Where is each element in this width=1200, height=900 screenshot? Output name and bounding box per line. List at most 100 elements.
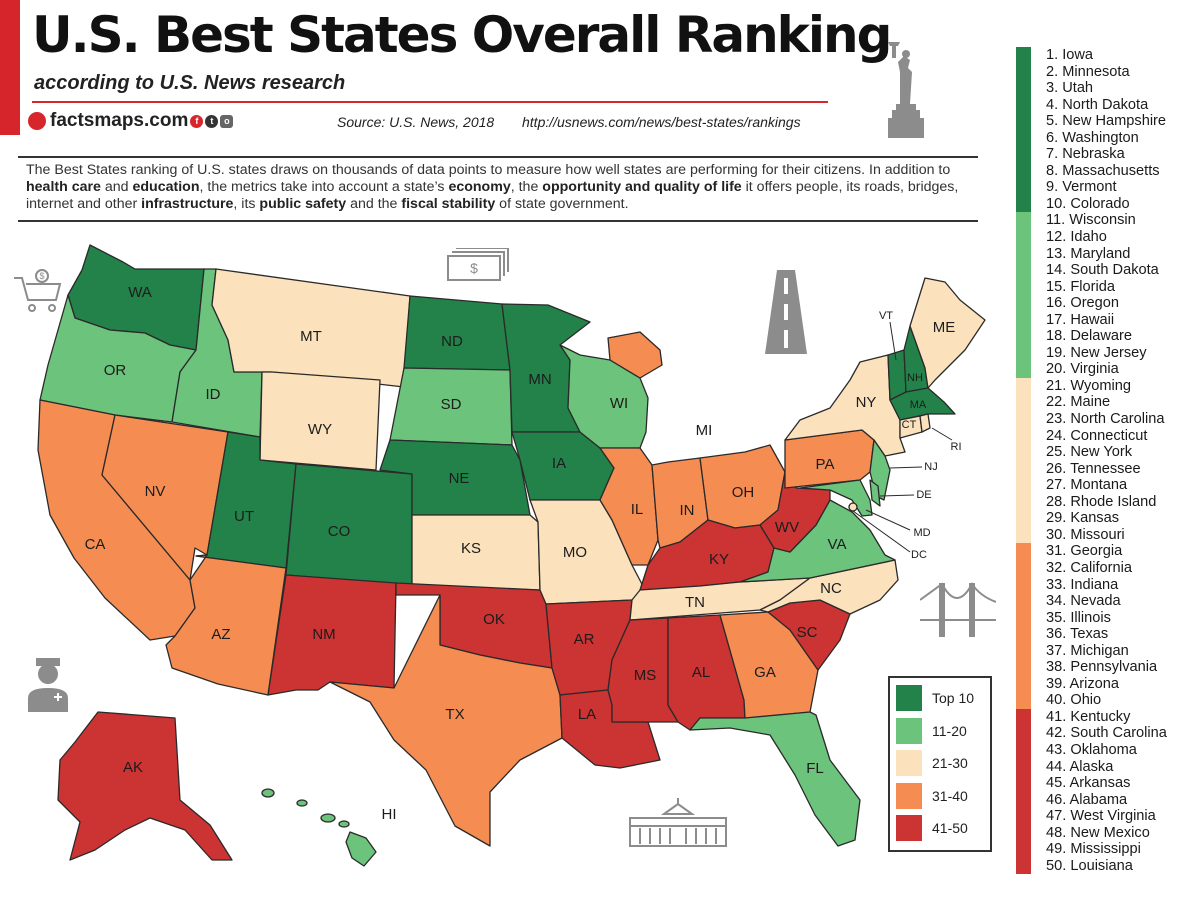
twitter-icon[interactable]: t xyxy=(205,114,219,128)
label-wi: WI xyxy=(610,395,628,412)
ranking-item: 22. Maine xyxy=(1016,394,1200,412)
intro-paragraph: The Best States ranking of U.S. states d… xyxy=(26,162,959,212)
state-md[interactable] xyxy=(799,479,873,517)
ranking-label: 6. Washington xyxy=(1046,129,1139,146)
ranking-label: 30. Missouri xyxy=(1046,526,1125,543)
ranking-label: 49. Mississippi xyxy=(1046,841,1141,858)
ranking-color-bar xyxy=(1016,195,1031,213)
state-nc[interactable] xyxy=(759,559,899,615)
ranking-color-bar xyxy=(1016,394,1031,412)
ranking-label: 2. Minnesota xyxy=(1046,63,1130,80)
state-ms[interactable] xyxy=(607,617,679,723)
ranking-item: 46. Alabama xyxy=(1016,791,1200,809)
ranking-item: 6. Washington xyxy=(1016,129,1200,147)
label-ga: GA xyxy=(754,664,776,681)
legend-item: Top 10 xyxy=(896,682,984,715)
svg-text:$: $ xyxy=(470,260,478,276)
label-ok: OK xyxy=(483,611,505,628)
ranking-item: 37. Michigan xyxy=(1016,642,1200,660)
legend-label: 21-30 xyxy=(932,755,968,772)
ranking-label: 20. Virginia xyxy=(1046,361,1119,378)
label-ny: NY xyxy=(856,394,877,411)
ranking-item: 34. Nevada xyxy=(1016,593,1200,610)
ranking-color-bar xyxy=(1016,675,1031,693)
label-tn: TN xyxy=(685,594,705,611)
ranking-item: 40. Ohio xyxy=(1016,692,1200,709)
ranking-color-bar xyxy=(1016,857,1031,875)
state-wv[interactable] xyxy=(759,471,831,553)
label-nv: NV xyxy=(145,483,166,500)
ranking-item: 30. Missouri xyxy=(1016,526,1200,544)
ranking-item: 48. New Mexico xyxy=(1016,824,1200,842)
state-dc[interactable] xyxy=(848,502,858,512)
state-il[interactable] xyxy=(599,447,659,566)
ranking-item: 26. Tennessee xyxy=(1016,460,1200,478)
state-mi[interactable] xyxy=(607,331,663,379)
state-fl[interactable] xyxy=(689,711,861,847)
source-url[interactable]: http://usnews.com/news/best-states/ranki… xyxy=(522,114,801,130)
ranking-color-bar xyxy=(1016,841,1031,858)
ranking-color-bar xyxy=(1016,642,1031,660)
ranking-item: 20. Virginia xyxy=(1016,361,1200,378)
label-md: MD xyxy=(913,527,930,539)
white-house-icon xyxy=(629,798,727,847)
label-fl: FL xyxy=(806,760,824,777)
ranking-label: 45. Arkansas xyxy=(1046,775,1131,792)
ranking-item: 16. Oregon xyxy=(1016,295,1200,312)
state-vt[interactable] xyxy=(887,349,907,401)
logo[interactable]: factsmaps.com f t o xyxy=(28,110,234,132)
ranking-label: 5. New Hampshire xyxy=(1046,113,1167,130)
legend-label: 31-40 xyxy=(932,787,968,804)
label-or: OR xyxy=(104,362,127,379)
label-nc: NC xyxy=(820,580,842,597)
label-la: LA xyxy=(578,706,596,723)
label-al: AL xyxy=(692,664,710,681)
ranking-item: 36. Texas xyxy=(1016,626,1200,643)
label-ms: MS xyxy=(634,667,657,684)
label-tx: TX xyxy=(445,706,464,723)
divider-bottom xyxy=(18,220,978,222)
ranking-color-bar xyxy=(1016,559,1031,577)
ranking-color-bar xyxy=(1016,626,1031,643)
label-de: DE xyxy=(916,489,931,501)
ranking-item: 38. Pennsylvania xyxy=(1016,659,1200,676)
ranking-color-bar xyxy=(1016,361,1031,378)
legend-swatch xyxy=(896,685,922,712)
ranking-label: 15. Florida xyxy=(1046,278,1115,295)
label-id: ID xyxy=(206,386,221,403)
ranking-item: 11. Wisconsin xyxy=(1016,212,1200,230)
ranking-color-bar xyxy=(1016,444,1031,461)
ranking-label: 14. South Dakota xyxy=(1046,262,1159,279)
facebook-icon[interactable]: f xyxy=(190,114,204,128)
label-ut: UT xyxy=(234,508,254,525)
instagram-icon[interactable]: o xyxy=(220,114,234,128)
label-mn: MN xyxy=(528,371,551,388)
bridge-icon xyxy=(920,582,996,637)
ranking-color-bar xyxy=(1016,262,1031,279)
state-ri[interactable] xyxy=(919,413,931,433)
ranking-label: 43. Oklahoma xyxy=(1046,741,1137,758)
ranking-item: 21. Wyoming xyxy=(1016,377,1200,395)
state-tx[interactable] xyxy=(329,594,563,847)
ranking-label: 38. Pennsylvania xyxy=(1046,659,1158,676)
state-me[interactable] xyxy=(909,277,986,389)
ranking-item: 50. Louisiana xyxy=(1016,857,1200,875)
ranking-label: 23. North Carolina xyxy=(1046,411,1165,428)
doctor-icon xyxy=(28,658,68,712)
ranking-label: 29. Kansas xyxy=(1046,510,1120,527)
ranking-color-bar xyxy=(1016,824,1031,842)
globe-icon xyxy=(28,112,46,130)
ranking-color-bar xyxy=(1016,129,1031,147)
source-text: Source: U.S. News, 2018 xyxy=(337,114,495,130)
label-mt: MT xyxy=(300,328,322,345)
ranking-color-bar xyxy=(1016,278,1031,296)
ranking-label: 44. Alaska xyxy=(1046,758,1114,775)
ranking-label: 32. California xyxy=(1046,559,1132,576)
state-wi[interactable] xyxy=(559,344,649,449)
state-nm[interactable] xyxy=(267,574,397,696)
state-ak[interactable] xyxy=(57,711,233,861)
state-hi[interactable] xyxy=(261,788,377,867)
ranking-label: 19. New Jersey xyxy=(1046,344,1147,361)
state-wy[interactable] xyxy=(259,371,381,471)
state-de[interactable] xyxy=(869,479,881,507)
